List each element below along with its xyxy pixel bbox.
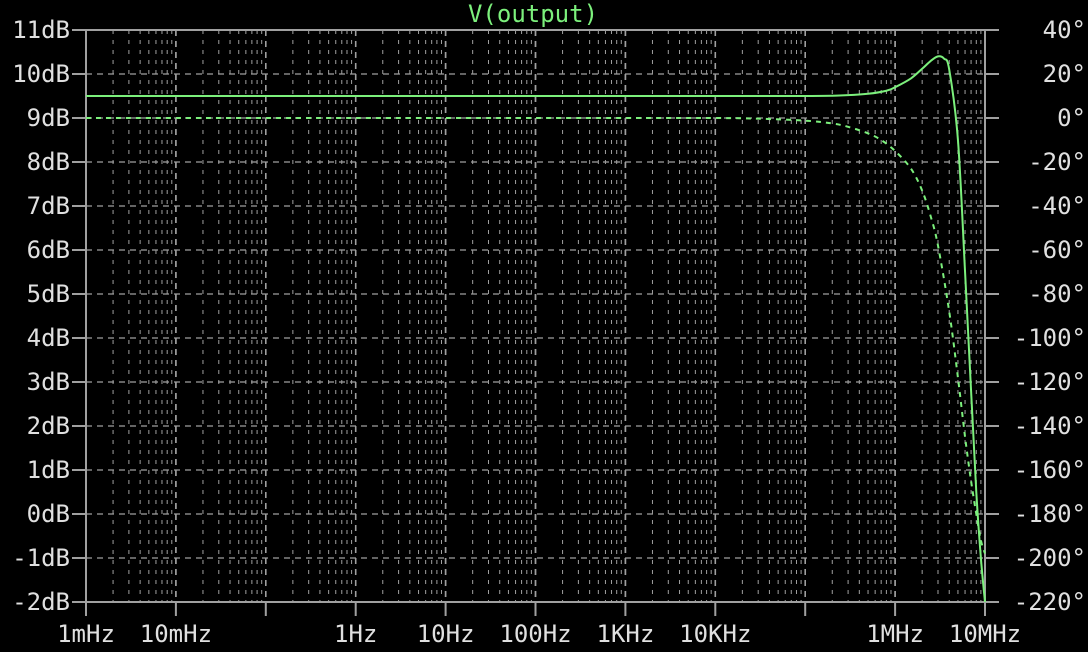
left-tick-label: 4dB: [27, 324, 70, 352]
right-tick-label: -120°: [1014, 368, 1086, 396]
right-tick-label: -160°: [1014, 456, 1086, 484]
right-tick-label: -60°: [1028, 236, 1086, 264]
left-tick-label: 6dB: [27, 236, 70, 264]
chart-title: V(output): [468, 0, 598, 28]
left-tick-label: -1dB: [12, 544, 70, 572]
right-tick-label: 40°: [1043, 16, 1086, 44]
right-tick-label: -40°: [1028, 192, 1086, 220]
left-tick-label: 5dB: [27, 280, 70, 308]
x-tick-label: 1MHz: [866, 620, 924, 648]
x-tick-label: 10MHz: [949, 620, 1021, 648]
x-tick-label: 10Hz: [417, 620, 475, 648]
right-tick-label: 0°: [1057, 104, 1086, 132]
right-tick-label: -20°: [1028, 148, 1086, 176]
left-tick-label: 3dB: [27, 368, 70, 396]
left-axis-labels: -2dB -1dB 0dB 1dB 2dB 3dB 4dB 5dB 6dB 7dB 8dB 9dB 10…: [12, 16, 70, 616]
left-tick-label: -2dB: [12, 588, 70, 616]
right-tick-label: -140°: [1014, 412, 1086, 440]
right-tick-label: -180°: [1014, 500, 1086, 528]
x-tick-label: 10mHz: [140, 620, 212, 648]
right-tick-label: -80°: [1028, 280, 1086, 308]
left-tick-label: 0dB: [27, 500, 70, 528]
left-tick-label: 1dB: [27, 456, 70, 484]
left-tick-label: 11dB: [12, 16, 70, 44]
x-tick-label: 1Hz: [334, 620, 377, 648]
left-tick-label: 9dB: [27, 104, 70, 132]
right-tick-label: -100°: [1014, 324, 1086, 352]
left-tick-label: 8dB: [27, 148, 70, 176]
traces: [85, 55, 986, 603]
x-axis-labels: 1mHz 10mHz 1Hz 10Hz 100Hz 1KHz 10KHz 1MHz 10MHz: [57, 620, 1021, 648]
right-tick-label: -200°: [1014, 544, 1086, 572]
left-tick-label: 7dB: [27, 192, 70, 220]
x-tick-label: 100Hz: [499, 620, 571, 648]
x-tick-label: 10KHz: [679, 620, 751, 648]
x-tick-label: 1mHz: [57, 620, 115, 648]
x-tick-label: 1KHz: [597, 620, 655, 648]
right-tick-label: -220°: [1014, 588, 1086, 616]
left-tick-label: 10dB: [12, 60, 70, 88]
axis-ticks: [72, 29, 999, 616]
magnitude-trace: [85, 55, 986, 603]
left-tick-label: 2dB: [27, 412, 70, 440]
right-tick-label: 20°: [1043, 60, 1086, 88]
right-axis-labels: -220° -200° -180° -160° -140° -120° -100° -80° -…: [1014, 16, 1086, 616]
